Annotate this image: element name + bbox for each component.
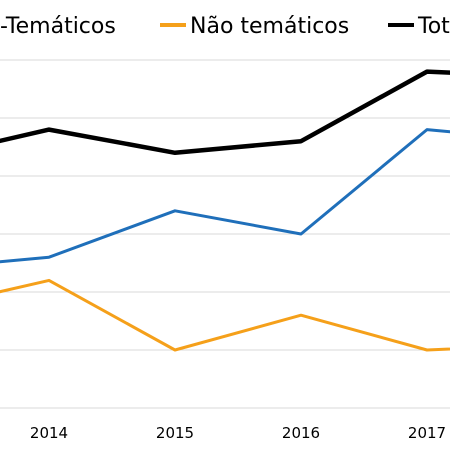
legend-label-total: Tot <box>417 14 450 39</box>
x-tick-label: 2017 <box>408 424 446 442</box>
legend: -Temáticos Não temáticos Tot <box>0 14 450 39</box>
legend-label-nao-tematicos: Não temáticos <box>190 14 349 39</box>
series-line-total <box>0 69 450 156</box>
series-line-tematicos <box>0 128 450 264</box>
x-tick-label: 2015 <box>156 424 194 442</box>
series-lines <box>0 69 450 352</box>
x-axis-ticks: 2014 2015 2016 2017 <box>30 424 446 442</box>
x-tick-label: 2014 <box>30 424 68 442</box>
gridlines <box>0 59 450 409</box>
x-tick-label: 2016 <box>282 424 320 442</box>
series-line-nao-tematicos <box>0 278 450 352</box>
legend-label-tematicos: -Temáticos <box>0 14 116 39</box>
